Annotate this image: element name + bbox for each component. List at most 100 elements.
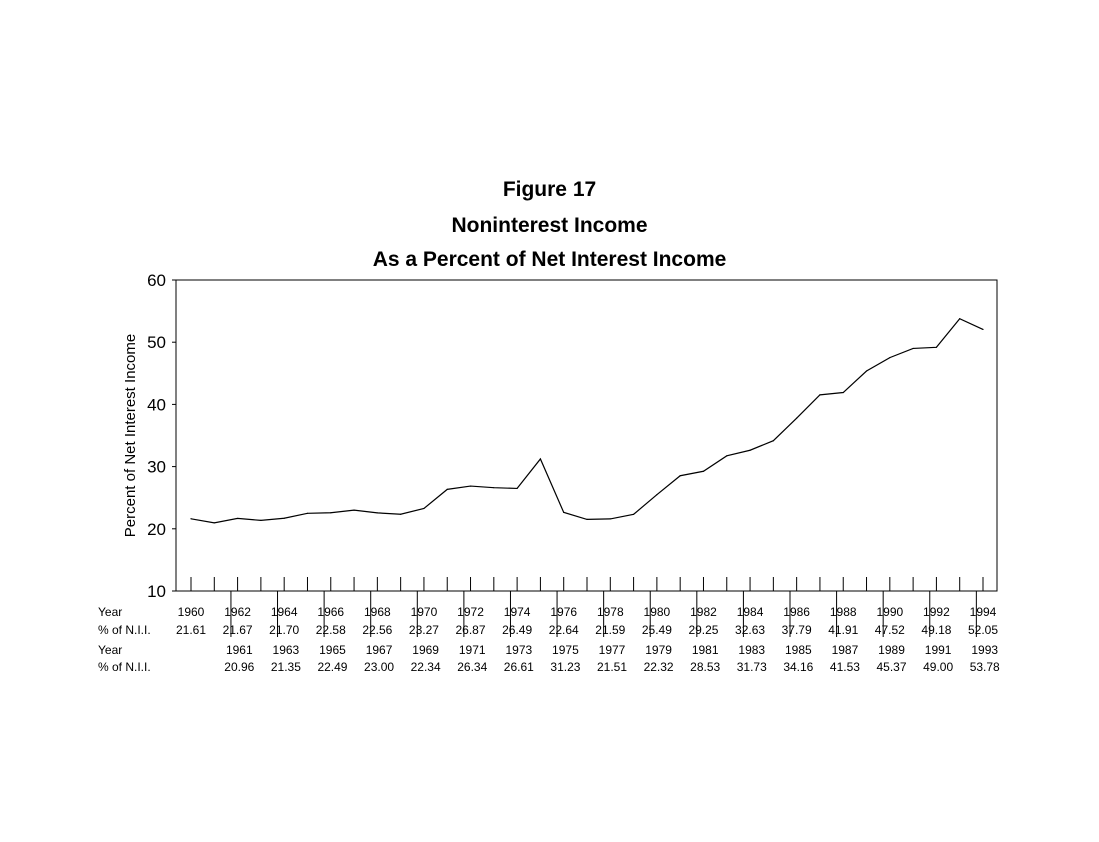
table-year: 1978 (597, 605, 624, 619)
data-point (260, 519, 262, 522)
table-year: 1990 (876, 605, 903, 619)
table-year: 1963 (273, 643, 300, 657)
data-point (912, 347, 914, 350)
table-year: 1967 (366, 643, 393, 657)
y-axis-label: Percent of Net Interest Income (122, 334, 139, 537)
data-point (749, 449, 751, 451)
table-year: 1966 (317, 605, 344, 619)
table-year: 1993 (971, 643, 998, 657)
table-year: 1975 (552, 643, 579, 657)
table-year: 1972 (457, 605, 484, 619)
table-year: 1965 (319, 643, 346, 657)
table-value-label: % of N.I.I. (98, 623, 151, 637)
table-value: 37.79 (782, 623, 812, 637)
table-value-label: % of N.I.I. (98, 660, 151, 674)
table-year: 1980 (644, 605, 671, 619)
table-value: 22.58 (316, 623, 346, 637)
table-value: 45.37 (877, 660, 907, 674)
y-tick-label: 10 (147, 582, 166, 601)
table-value: 34.16 (783, 660, 813, 674)
table-value: 21.59 (595, 623, 625, 637)
table-year: 1986 (783, 605, 810, 619)
table-value: 28.53 (690, 660, 720, 674)
data-point (563, 511, 565, 513)
data-point (656, 494, 658, 496)
plot-frame (175, 279, 998, 592)
table-year: 1983 (738, 643, 765, 657)
table-year: 1991 (925, 643, 952, 657)
table-year: 1982 (690, 605, 717, 619)
table-year: 1984 (737, 605, 764, 619)
data-point (609, 518, 611, 520)
table-year: 1969 (412, 643, 439, 657)
data-point (819, 394, 821, 396)
table-year-label: Year (98, 605, 122, 619)
table-value: 22.32 (644, 660, 674, 674)
table-year: 1968 (364, 605, 391, 619)
table-value: 23.27 (409, 623, 439, 637)
data-point (842, 391, 844, 394)
data-point (679, 475, 681, 477)
data-point (702, 470, 705, 472)
data-point (889, 357, 891, 359)
table-value: 22.56 (362, 623, 392, 637)
y-tick-label: 50 (147, 333, 166, 352)
table-value: 53.78 (970, 660, 1000, 674)
table-value: 49.18 (921, 623, 951, 637)
table-year: 1961 (226, 643, 253, 657)
table-value: 21.70 (269, 623, 299, 637)
data-point (772, 440, 774, 442)
data-point (330, 512, 332, 514)
table-value: 31.23 (550, 660, 580, 674)
table-value: 22.64 (549, 623, 579, 637)
table-year: 1976 (550, 605, 577, 619)
table-value: 21.61 (176, 623, 206, 637)
table-value: 25.49 (642, 623, 672, 637)
table-year: 1962 (224, 605, 251, 619)
data-point (376, 512, 378, 514)
data-point (935, 346, 938, 348)
table-year: 1985 (785, 643, 812, 657)
data-point (446, 488, 448, 490)
data-point (586, 518, 588, 521)
table-year: 1994 (970, 605, 997, 619)
table-value: 20.96 (224, 660, 254, 674)
data-point (726, 455, 728, 457)
chart-subtitle-1: Noninterest Income (451, 214, 648, 237)
table-value: 23.00 (364, 660, 394, 674)
table-value: 22.49 (317, 660, 347, 674)
y-tick-label: 60 (147, 271, 166, 290)
data-point (283, 517, 285, 519)
data-point (539, 458, 542, 460)
table-value: 29.25 (688, 623, 718, 637)
table-value: 41.53 (830, 660, 860, 674)
table-value: 26.87 (456, 623, 486, 637)
data-point (400, 513, 402, 515)
y-tick-label: 20 (147, 520, 166, 539)
table-value: 52.05 (968, 623, 998, 637)
table-value: 21.35 (271, 660, 301, 674)
table-value: 26.61 (504, 660, 534, 674)
table-value: 21.51 (597, 660, 627, 674)
table-value: 47.52 (875, 623, 905, 637)
table-year: 1970 (411, 605, 438, 619)
data-point (493, 487, 495, 489)
data-point (632, 513, 635, 515)
table-year: 1979 (645, 643, 672, 657)
data-point (306, 512, 309, 514)
table-year: 1981 (692, 643, 719, 657)
series-line (190, 317, 984, 524)
data-point (353, 509, 355, 511)
table-value: 31.73 (737, 660, 767, 674)
table-year: 1988 (830, 605, 857, 619)
table-year: 1971 (459, 643, 486, 657)
data-point (516, 487, 518, 490)
data-point (190, 518, 192, 520)
y-tick-label: 30 (147, 458, 166, 477)
table-year: 1973 (505, 643, 532, 657)
table-value: 41.91 (828, 623, 858, 637)
table-year: 1974 (504, 605, 531, 619)
data-point (982, 328, 984, 331)
table-year: 1992 (923, 605, 950, 619)
